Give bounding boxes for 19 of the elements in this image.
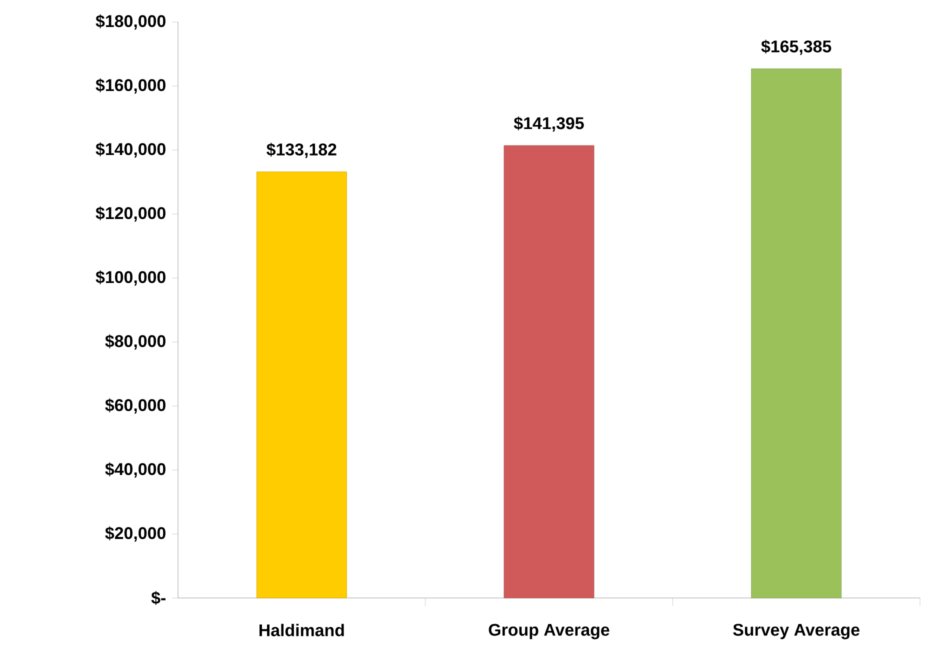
y-tick-label: $180,000 xyxy=(96,14,166,30)
data-label: $141,395 xyxy=(514,116,584,132)
y-tick-label: $100,000 xyxy=(96,270,166,286)
data-label: $165,385 xyxy=(761,40,832,55)
y-tick-label: $- xyxy=(151,591,166,605)
y-tick-label: $120,000 xyxy=(96,206,166,222)
x-tick-label: Haldimand xyxy=(260,624,344,636)
x-tick-label: Group Average xyxy=(488,624,610,640)
y-tick-label: $160,000 xyxy=(96,78,166,94)
bar xyxy=(504,145,594,598)
data-label: $133,182 xyxy=(266,142,336,158)
y-tick-label: $140,000 xyxy=(96,142,166,158)
y-tick-label: $80,000 xyxy=(105,334,166,350)
bar xyxy=(256,172,347,598)
y-tick-label: $20,000 xyxy=(105,526,166,542)
y-tick-label: $40,000 xyxy=(105,462,166,478)
y-tick-label: $60,000 xyxy=(105,398,166,414)
bar xyxy=(751,68,842,598)
x-tick-label: Survey Average xyxy=(733,624,860,640)
